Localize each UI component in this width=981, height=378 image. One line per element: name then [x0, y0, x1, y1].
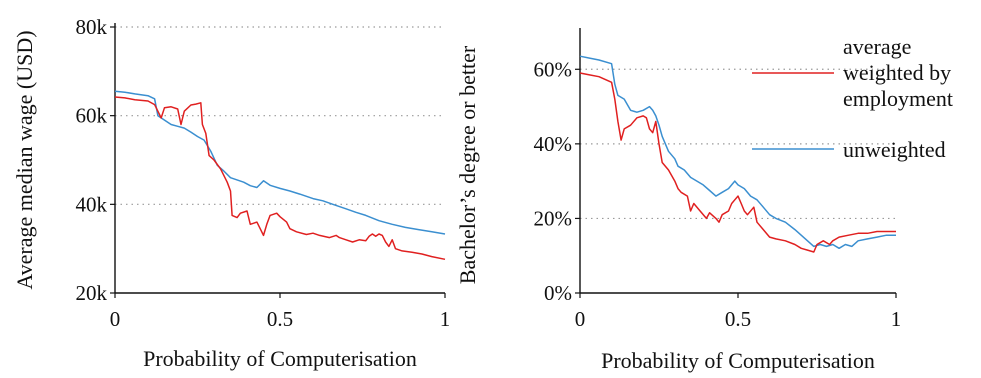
y-tick-label: 40%	[534, 132, 573, 156]
degree-chart: 0% 20% 40% 60% 0 0.5 1 Probability of Computeri…	[455, 28, 953, 373]
y-tick-label: 80k	[76, 15, 108, 39]
y-tick-label: 60%	[534, 57, 573, 81]
y-tick-label: 0%	[544, 281, 572, 305]
legend-label-weighted: average weighted by employment	[843, 34, 953, 111]
x-tick-label: 0.5	[725, 307, 751, 331]
x-tick-label: 1	[891, 307, 902, 331]
series-line-weighted	[579, 72, 896, 253]
series-line-weighted	[114, 96, 446, 261]
y-axis-label: Bachelor’s degree or better	[455, 45, 480, 284]
x-axis-label: Probability of Computerisation	[143, 346, 417, 371]
y-tick-label: 60k	[76, 104, 108, 128]
x-tick-label: 1	[440, 307, 451, 331]
y-tick-label: 20k	[76, 281, 108, 305]
y-tick-label: 20%	[534, 206, 573, 230]
y-axis-label: Average median wage (USD)	[12, 30, 37, 289]
x-tick-label: 0.5	[267, 307, 293, 331]
series-line-unweighted	[579, 55, 896, 250]
legend: average weighted by employment unweighted	[752, 34, 953, 162]
wage-chart: 20k 40k 60k 80k 0 0.5 1 Probability of Computer…	[12, 15, 450, 371]
series-line-unweighted	[114, 90, 446, 235]
legend-label-unweighted: unweighted	[843, 137, 946, 162]
x-axis-label: Probability of Computerisation	[601, 348, 875, 373]
x-tick-label: 0	[110, 307, 121, 331]
y-tick-label: 40k	[76, 192, 108, 216]
x-tick-label: 0	[575, 307, 586, 331]
